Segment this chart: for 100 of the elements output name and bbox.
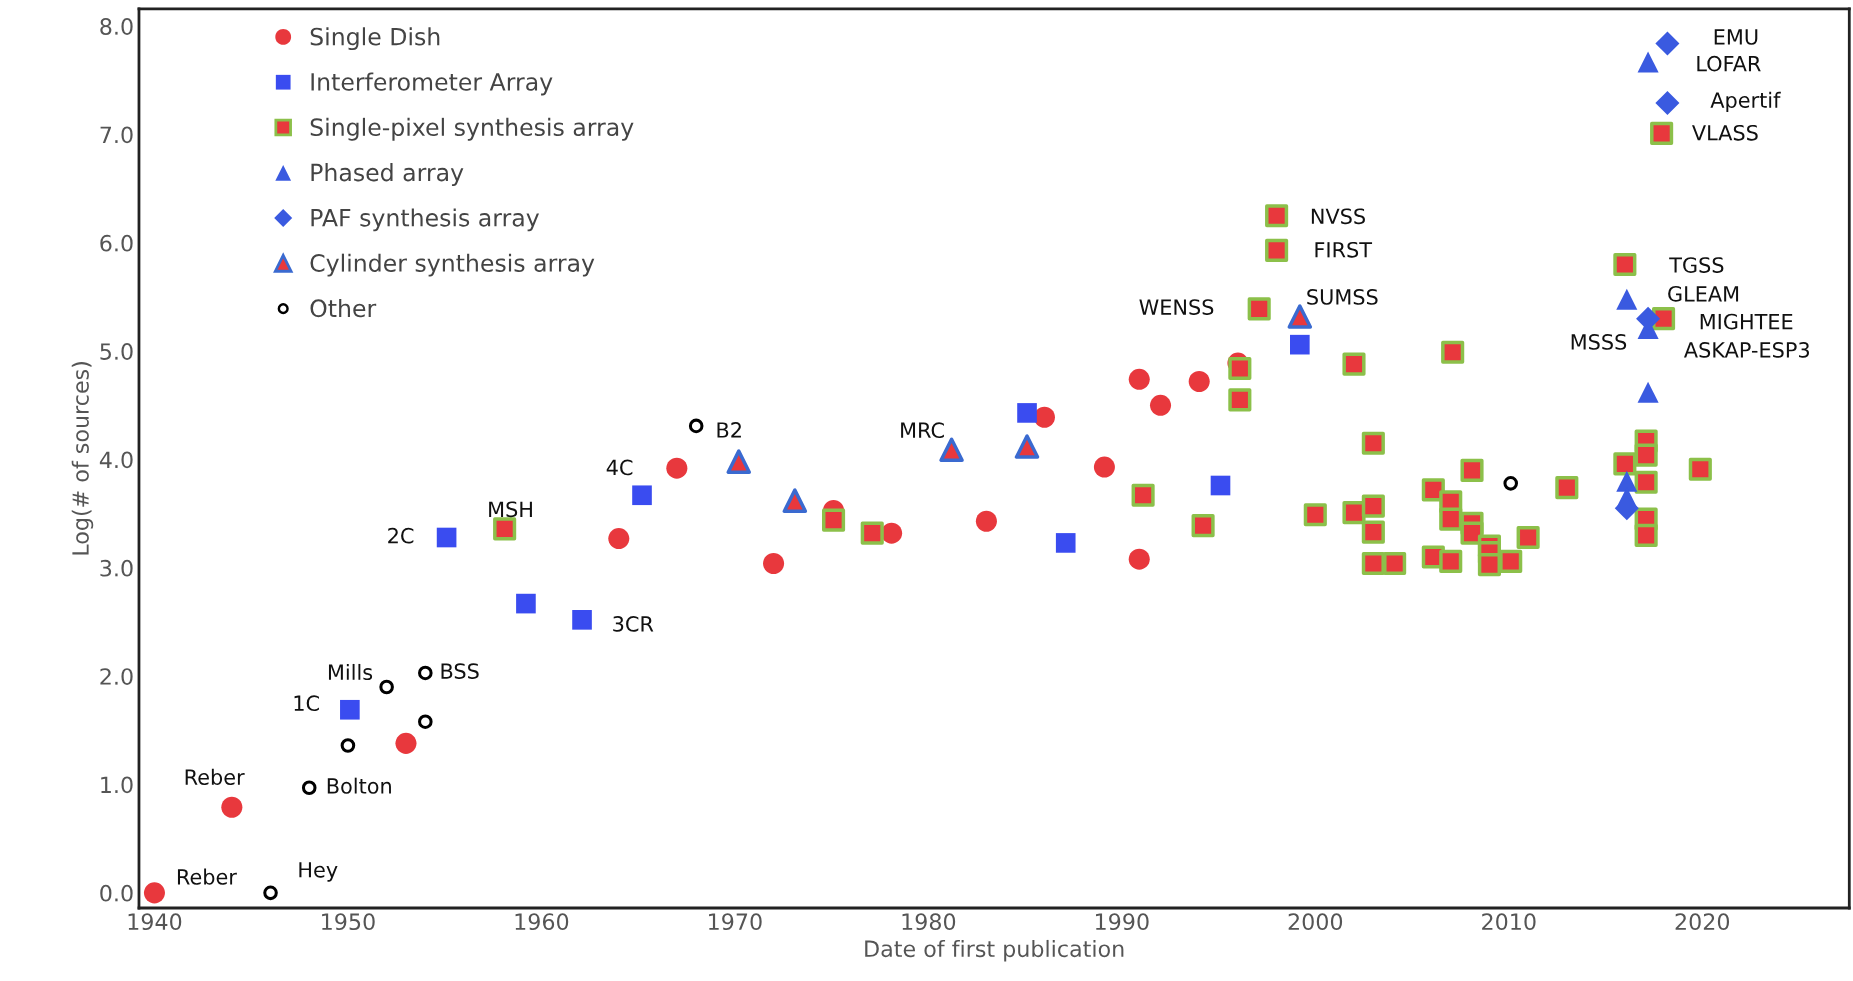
point — [1228, 388, 1252, 412]
annotation: ASKAP-ESP3 — [1683, 342, 1809, 358]
annotation: VLASS — [1692, 124, 1758, 141]
annotation: Hey — [299, 862, 338, 882]
y-tick-label: 0.0 — [100, 884, 133, 902]
legend-label: Single Dish — [310, 27, 440, 51]
x-tick-label: 2020 — [1675, 913, 1730, 931]
point — [1634, 523, 1658, 547]
point — [1516, 525, 1540, 550]
point — [1555, 476, 1579, 500]
annotation: 3CR — [613, 616, 654, 632]
point — [1342, 501, 1366, 525]
annotation: FIRST — [1315, 241, 1373, 258]
x-tick-label: 2000 — [1288, 913, 1343, 931]
annotation: 2C — [388, 527, 414, 544]
point — [1017, 403, 1037, 423]
y-axis-title: Log(# of sources) — [71, 362, 94, 555]
point — [340, 738, 356, 753]
point — [1093, 456, 1115, 478]
point — [418, 665, 433, 681]
point — [1342, 352, 1366, 376]
annotation: MSSS — [1571, 334, 1627, 350]
point — [763, 552, 785, 575]
point — [1616, 288, 1638, 310]
point — [379, 679, 394, 695]
legend-label: PAF synthesis array — [311, 208, 540, 232]
x-tick-label: 2010 — [1482, 913, 1536, 931]
annotation: B2 — [717, 422, 741, 438]
point — [1613, 452, 1637, 476]
annotation: Mills — [328, 663, 373, 681]
annotation: Reber — [185, 768, 245, 785]
y-tick-label: 6.0 — [100, 234, 133, 252]
annotation: EMU — [1714, 29, 1758, 45]
point — [143, 882, 165, 904]
point — [782, 488, 808, 513]
point — [1361, 494, 1385, 518]
y-tick-label: 5.0 — [100, 343, 133, 360]
legend-label: Other — [310, 298, 377, 318]
annotation: MIGHTEE — [1700, 313, 1793, 330]
legend-label: Cylinder synthesis array — [310, 253, 595, 277]
point — [1361, 520, 1385, 544]
point — [1634, 470, 1658, 494]
point — [1033, 406, 1055, 428]
point — [726, 449, 752, 474]
point — [340, 699, 360, 720]
annotation: Bolton — [327, 777, 391, 794]
point — [1149, 394, 1172, 416]
point — [1688, 457, 1712, 481]
point — [263, 885, 278, 901]
point — [436, 527, 457, 548]
point — [975, 510, 997, 532]
point — [1290, 334, 1310, 355]
point — [1650, 121, 1674, 145]
point — [1128, 368, 1150, 390]
annotation: SUMSS — [1307, 289, 1378, 305]
point — [1441, 340, 1465, 364]
point — [1503, 476, 1519, 491]
point — [1188, 370, 1210, 393]
point — [572, 610, 592, 630]
annotation: GLEAM — [1668, 285, 1739, 302]
point — [1361, 551, 1385, 576]
legend-label: Single-pixel synthesis array — [310, 117, 634, 141]
y-tick-label: 7.0 — [100, 126, 133, 144]
point — [881, 522, 903, 544]
point — [516, 593, 536, 614]
point — [1637, 51, 1659, 73]
point — [1439, 549, 1463, 573]
point — [1228, 356, 1252, 381]
point — [1634, 443, 1658, 467]
point — [1128, 548, 1150, 570]
x-tick-label: 1980 — [902, 913, 956, 931]
y-tick-label: 8.0 — [100, 18, 133, 35]
point — [860, 521, 884, 545]
legend-label: Interferometer Array — [311, 72, 553, 96]
point — [1655, 91, 1680, 116]
point — [666, 457, 688, 479]
y-tick-label: 2.0 — [100, 668, 133, 685]
point — [1210, 475, 1231, 496]
point — [1287, 304, 1313, 329]
point — [395, 732, 417, 754]
point — [1616, 470, 1638, 492]
y-tick-label: 4.0 — [99, 451, 133, 469]
x-axis-title: Date of first publication — [865, 939, 1124, 962]
point — [1131, 483, 1155, 507]
x-tick-label: 1940 — [128, 913, 182, 931]
point — [1055, 533, 1076, 553]
point — [1613, 252, 1637, 277]
annotation: 1C — [294, 695, 319, 712]
annotation: MRC — [901, 422, 944, 439]
point — [1361, 431, 1385, 455]
annotation: LOFAR — [1697, 55, 1761, 72]
point — [821, 508, 846, 532]
annotation: 4C — [606, 459, 633, 476]
x-tick-label: 1960 — [515, 913, 569, 931]
point — [1247, 297, 1271, 321]
point — [221, 796, 243, 818]
point — [1265, 204, 1289, 228]
annotation: MSH — [489, 501, 532, 518]
annotation: TGSS — [1669, 257, 1724, 273]
point — [1460, 458, 1484, 482]
